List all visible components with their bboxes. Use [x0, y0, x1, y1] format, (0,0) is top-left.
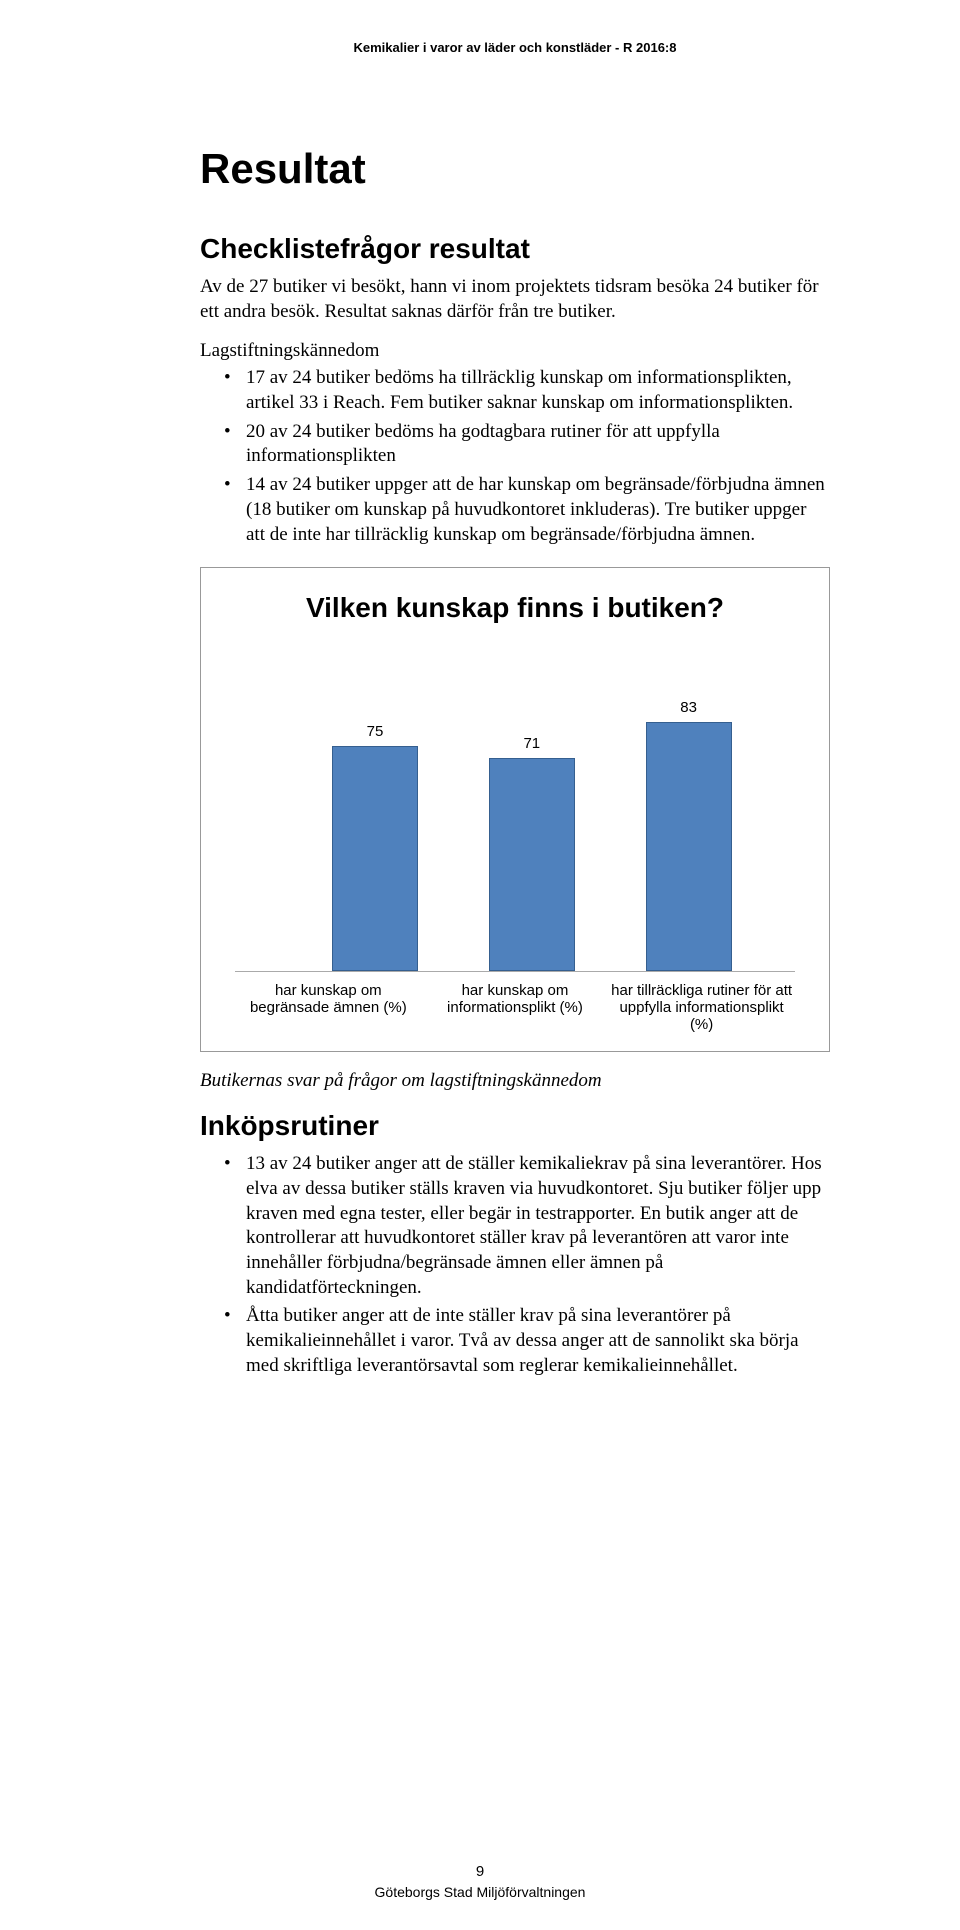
x-label: har kunskap om informationsplikt (%): [422, 982, 609, 1033]
bar: [489, 758, 575, 971]
list-item: 13 av 24 butiker anger att de ställer ke…: [224, 1152, 830, 1300]
footer-org: Göteborgs Stad Miljöförvaltningen: [0, 1884, 960, 1900]
chart-plot-area: 75 71 83: [235, 652, 795, 972]
bar-value-label: 75: [367, 723, 384, 740]
bar-group: 71: [448, 735, 616, 971]
page-number: 9: [0, 1863, 960, 1880]
bar: [646, 722, 732, 971]
bullet-list-lagstiftning: 17 av 24 butiker bedöms ha tillräcklig k…: [200, 366, 830, 547]
list-item: 17 av 24 butiker bedöms ha tillräcklig k…: [224, 366, 830, 415]
x-label: har tillräckliga rutiner för att uppfyll…: [608, 982, 795, 1033]
page-footer: 9 Göteborgs Stad Miljöförvaltningen: [0, 1863, 960, 1900]
x-label: har kunskap om begränsade ämnen (%): [235, 982, 422, 1033]
chart-container: Vilken kunskap finns i butiken? 75 71 83 h…: [200, 567, 830, 1052]
section-heading-checklist: Checklistefrågor resultat: [200, 233, 830, 265]
bar-value-label: 83: [680, 699, 697, 716]
bullet-list-inkop: 13 av 24 butiker anger att de ställer ke…: [200, 1152, 830, 1378]
section-heading-inkop: Inköpsrutiner: [200, 1110, 830, 1142]
bar: [332, 746, 418, 971]
chart-caption: Butikernas svar på frågor om lagstiftnin…: [200, 1070, 830, 1092]
chart-x-labels: har kunskap om begränsade ämnen (%) har …: [235, 982, 795, 1033]
bar-value-label: 71: [523, 735, 540, 752]
bar-group: 75: [291, 723, 459, 971]
chart-title: Vilken kunskap finns i butiken?: [225, 592, 805, 624]
list-item: Åtta butiker anger att de inte ställer k…: [224, 1304, 830, 1378]
page-header: Kemikalier i varor av läder och konstläd…: [200, 40, 830, 55]
page-title: Resultat: [200, 145, 830, 193]
list-item: 20 av 24 butiker bedöms ha godtagbara ru…: [224, 420, 830, 469]
intro-paragraph: Av de 27 butiker vi besökt, hann vi inom…: [200, 275, 830, 324]
subheading-lagstiftning: Lagstiftningskännedom: [200, 340, 830, 362]
list-item: 14 av 24 butiker uppger att de har kunsk…: [224, 473, 830, 547]
bar-group: 83: [605, 699, 773, 971]
